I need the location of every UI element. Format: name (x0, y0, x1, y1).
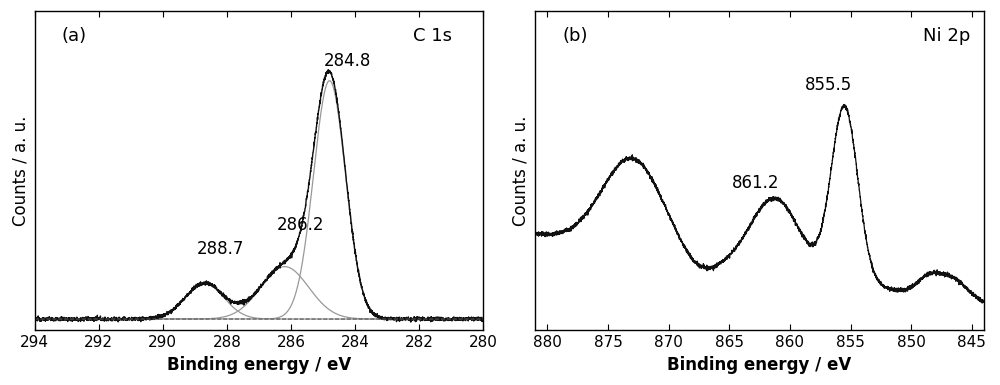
Text: 855.5: 855.5 (805, 76, 852, 94)
Text: 286.2: 286.2 (277, 216, 324, 234)
Text: 861.2: 861.2 (732, 174, 780, 192)
Text: C 1s: C 1s (413, 27, 452, 45)
Y-axis label: Counts / a. u.: Counts / a. u. (512, 116, 530, 226)
X-axis label: Binding energy / eV: Binding energy / eV (167, 356, 351, 374)
Text: (a): (a) (62, 27, 87, 45)
Text: (b): (b) (562, 27, 588, 45)
Text: 288.7: 288.7 (197, 240, 244, 258)
Y-axis label: Counts / a. u.: Counts / a. u. (11, 116, 29, 226)
X-axis label: Binding energy / eV: Binding energy / eV (667, 356, 852, 374)
Text: 284.8: 284.8 (323, 52, 371, 70)
Text: Ni 2p: Ni 2p (923, 27, 971, 45)
